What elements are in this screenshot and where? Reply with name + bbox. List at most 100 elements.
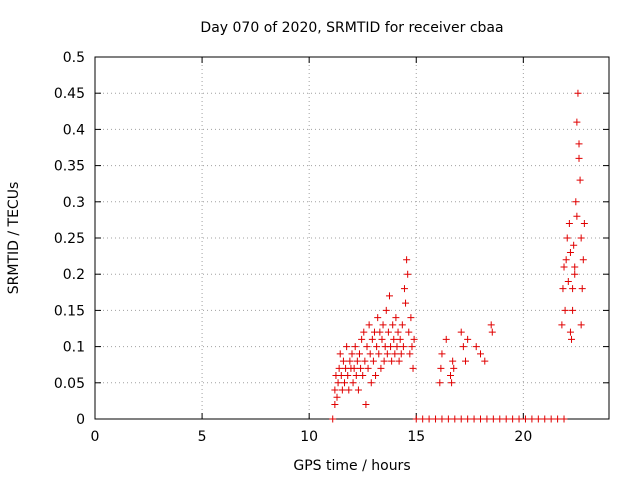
data-point	[367, 379, 375, 387]
y-tick-label: 0.35	[54, 159, 85, 175]
data-point	[348, 350, 356, 358]
data-point	[363, 343, 371, 351]
data-point	[442, 335, 450, 343]
data-point	[438, 350, 446, 358]
data-point	[580, 220, 588, 228]
data-point	[449, 357, 457, 365]
y-tick-label: 0.15	[54, 303, 85, 319]
data-point	[457, 415, 465, 423]
data-point	[570, 241, 578, 249]
data-point	[404, 270, 412, 278]
data-point	[432, 415, 440, 423]
tick-labels: 0 5 10 15 20 0 0.05 0.1 0.15 0.2 0.25 0.3 0.35 0.4 0.4…	[54, 50, 532, 445]
data-point	[388, 357, 396, 365]
data-point	[564, 277, 572, 285]
data-point	[541, 415, 549, 423]
data-point	[344, 372, 352, 380]
axis-ticks	[94, 56, 609, 420]
data-point	[569, 285, 577, 293]
data-point	[362, 401, 370, 409]
data-point	[337, 372, 345, 380]
data-point	[459, 343, 467, 351]
x-tick-label: 10	[300, 429, 318, 445]
data-point	[339, 357, 347, 365]
data-point	[477, 350, 484, 358]
data-point	[547, 415, 555, 423]
data-point	[354, 386, 362, 394]
data-point	[562, 256, 570, 264]
data-point	[448, 379, 456, 387]
data-point	[409, 364, 417, 372]
data-point	[577, 321, 585, 329]
data-point	[565, 220, 573, 228]
data-point	[528, 415, 536, 423]
data-point	[410, 335, 418, 343]
data-point	[481, 357, 489, 365]
data-point	[364, 364, 372, 372]
data-point	[509, 415, 517, 423]
data-point	[379, 321, 387, 329]
data-point	[559, 285, 567, 293]
data-point	[437, 364, 445, 372]
data-point	[572, 198, 580, 206]
x-tick-label: 5	[198, 429, 207, 445]
data-point	[350, 364, 358, 372]
data-point	[579, 256, 587, 264]
data-point	[385, 292, 393, 300]
data-point	[331, 401, 339, 409]
data-point	[502, 415, 510, 423]
data-point	[405, 328, 413, 336]
data-point	[384, 328, 392, 336]
data-point	[577, 234, 585, 242]
x-tick-label: 20	[514, 429, 532, 445]
data-point	[338, 386, 346, 394]
data-point	[400, 285, 408, 293]
data-point	[450, 364, 458, 372]
data-point	[412, 415, 420, 423]
data-point	[403, 256, 411, 264]
data-point	[352, 372, 360, 380]
y-tick-label: 0.25	[54, 231, 85, 247]
y-tick-label: 0.1	[63, 340, 85, 356]
data-point	[578, 285, 586, 293]
data-point	[397, 350, 405, 358]
data-point	[357, 364, 365, 372]
data-point	[341, 379, 349, 387]
data-point	[477, 415, 484, 423]
data-point	[575, 140, 583, 148]
data-point	[462, 357, 470, 365]
data-point	[375, 350, 383, 358]
data-point	[331, 386, 339, 394]
data-point	[345, 386, 353, 394]
data-point	[560, 415, 568, 423]
data-point	[489, 415, 497, 423]
data-point	[451, 415, 459, 423]
data-point	[470, 415, 478, 423]
data-point	[534, 415, 542, 423]
data-point	[349, 379, 357, 387]
data-point	[515, 415, 523, 423]
data-point	[365, 321, 373, 329]
x-tick-label: 0	[91, 429, 100, 445]
data-point	[333, 393, 341, 401]
data-point	[383, 350, 391, 358]
data-point	[447, 372, 455, 380]
data-point	[573, 212, 581, 220]
data-point	[376, 328, 384, 336]
data-point	[488, 328, 496, 336]
data-point	[464, 335, 472, 343]
data-point	[521, 415, 529, 423]
data-point	[377, 364, 385, 372]
data-point	[566, 248, 574, 256]
y-axis-label: SRMTID / TECUs	[6, 182, 22, 295]
data-point	[392, 314, 400, 322]
data-point	[406, 350, 414, 358]
data-point	[366, 350, 374, 358]
data-point	[571, 270, 579, 278]
data-point	[372, 372, 380, 380]
data-point	[391, 350, 399, 358]
data-point	[571, 263, 579, 271]
data-point	[360, 328, 368, 336]
data-point	[487, 321, 495, 329]
